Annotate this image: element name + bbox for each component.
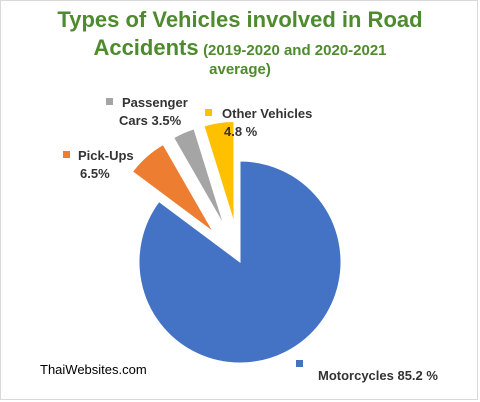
slice-label-1: Pick-Ups 6.5% xyxy=(78,148,134,181)
pie-slices xyxy=(131,120,342,364)
title-line-2-main: Accidents xyxy=(93,34,199,60)
legend-marker-2 xyxy=(106,98,113,105)
pie-slice-2 xyxy=(172,128,225,226)
legend-marker-3 xyxy=(205,109,212,116)
title-line-2-sub: (2019-2020 and 2020-2021 xyxy=(203,41,387,59)
slice-label-2: Passenger Cars 3.5% xyxy=(119,95,188,128)
legend-marker-1 xyxy=(63,151,70,158)
slice-label-0: Motorcycles 85.2 % xyxy=(318,368,438,383)
pie-slice-1 xyxy=(131,143,214,233)
pie-slice-0 xyxy=(138,160,342,364)
title-line-1: Types of Vehicles involved in Road xyxy=(57,7,423,32)
source-label: ThaiWebsites.com xyxy=(40,362,147,377)
pie-slice-3 xyxy=(203,120,235,223)
pie-labels: Motorcycles 85.2 % Pick-Ups 6.5% Passenger C… xyxy=(63,95,438,383)
title-line-3: average) xyxy=(209,61,271,78)
chart-title: Types of Vehicles involved in Road Accid… xyxy=(0,6,480,80)
legend-marker-0 xyxy=(296,360,303,367)
slice-label-3: Other Vehicles 4.8 % xyxy=(222,106,312,139)
